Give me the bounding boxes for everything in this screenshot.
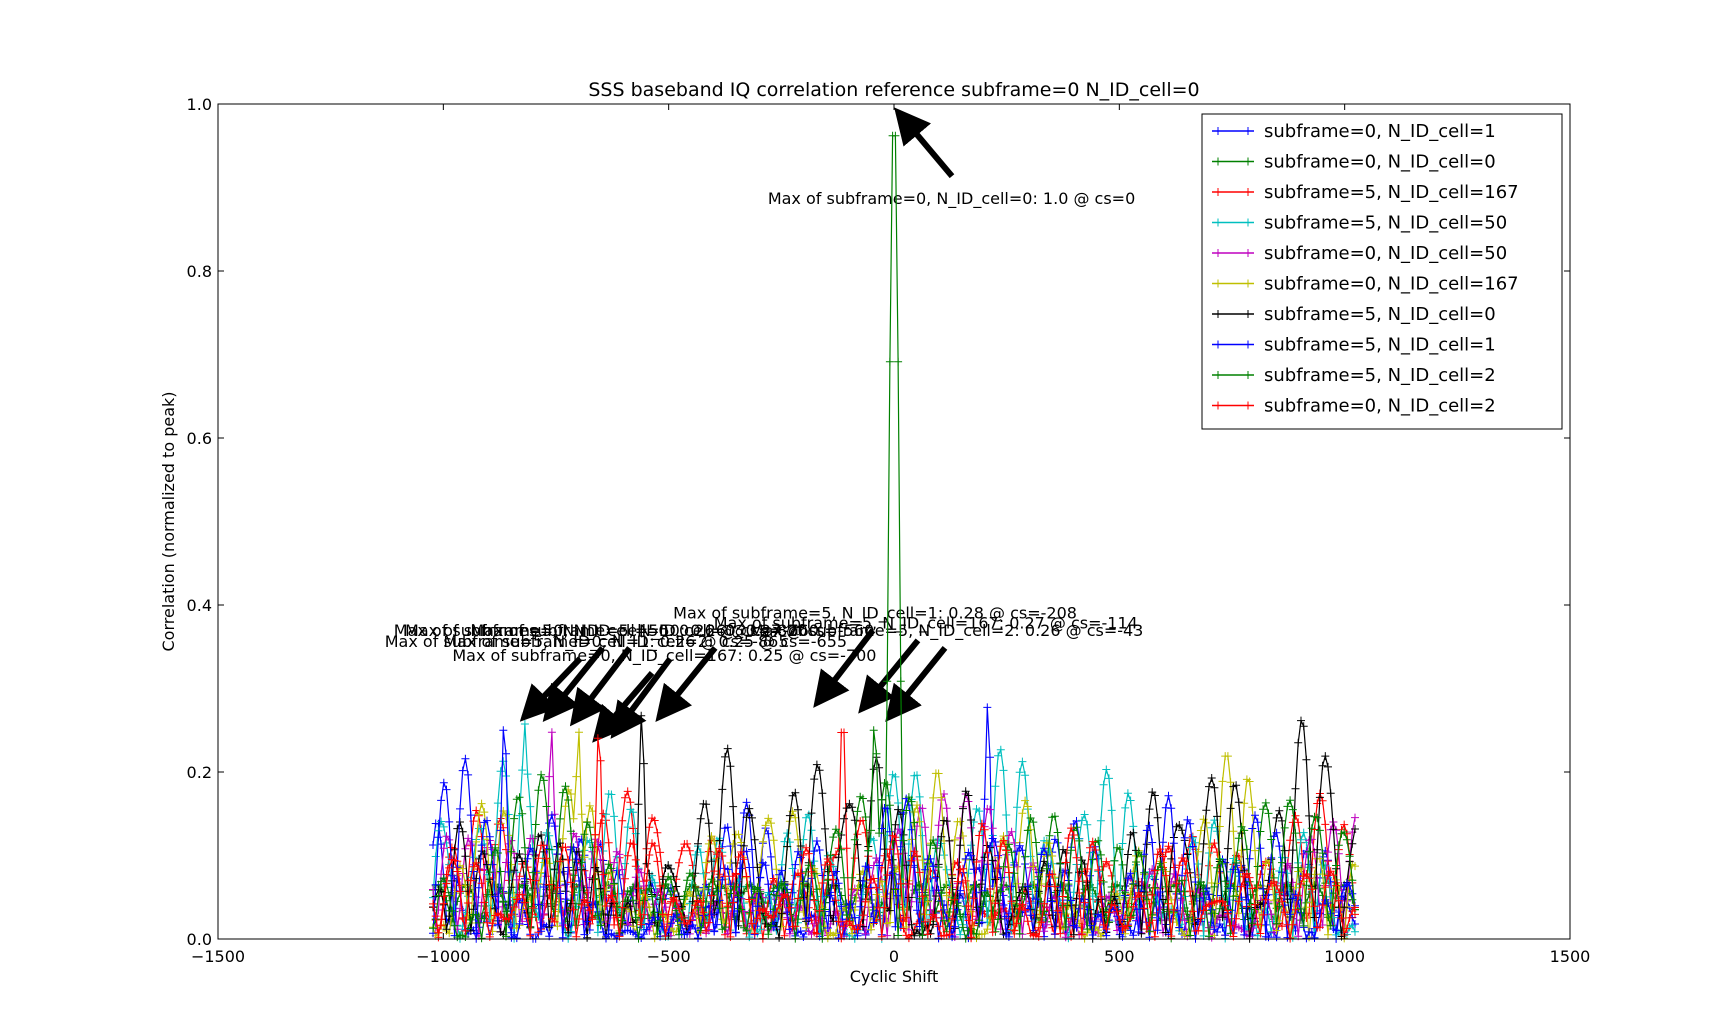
legend-marker xyxy=(1214,249,1252,257)
chart-title: SSS baseband IQ correlation reference su… xyxy=(588,79,1199,101)
legend-label: subframe=0, N_ID_cell=167 xyxy=(1264,274,1519,295)
annotation: Max of subframe=0, N_ID_cell=50: 0.26 @ … xyxy=(405,621,819,727)
x-tick-label: 1000 xyxy=(1324,947,1365,966)
x-tick-label: 1500 xyxy=(1550,947,1591,966)
annotation-label: Max of subframe=5, N_ID_cell=50: 0.26 @ … xyxy=(394,621,808,641)
legend-entry: subframe=0, N_ID_cell=2 xyxy=(1212,396,1496,417)
legend-entry: subframe=0, N_ID_cell=1 xyxy=(1212,121,1496,142)
annotation: Max of subframe=5, N_ID_cell=2: 0.26 @ c… xyxy=(750,621,1144,723)
legend-label: subframe=0, N_ID_cell=1 xyxy=(1264,121,1496,142)
y-tick-label: 0.6 xyxy=(187,429,212,448)
legend-entry: subframe=5, N_ID_cell=1 xyxy=(1212,335,1496,356)
legend-entry: subframe=5, N_ID_cell=167 xyxy=(1212,182,1519,203)
annotation-label: Max of subframe=5, N_ID_cell=1: 0.26 @ c… xyxy=(385,632,789,652)
y-axis-label: Correlation (normalized to peak) xyxy=(159,391,178,651)
y-tick-label: 1.0 xyxy=(187,95,212,114)
legend-marker xyxy=(1214,340,1252,349)
series-markers xyxy=(429,734,1359,943)
annotation: Max of subframe=5, N_ID_cell=167: 0.27 @… xyxy=(714,613,1138,714)
annotation: Max of subframe=0, N_ID_cell=167: 0.25 @… xyxy=(452,646,876,743)
legend-label: subframe=0, N_ID_cell=50 xyxy=(1264,243,1507,264)
legend-marker xyxy=(1214,218,1252,227)
series-layer xyxy=(429,131,1359,943)
legend-marker xyxy=(1214,157,1252,166)
legend-label: subframe=5, N_ID_cell=0 xyxy=(1264,304,1496,325)
legend-marker xyxy=(1214,310,1252,318)
x-tick-label: 500 xyxy=(1104,947,1135,966)
y-tick-label: 0.8 xyxy=(187,262,212,281)
legend-box xyxy=(1201,113,1563,430)
annotation-label: Max of subframe=0, N_ID_cell=50: 0.26 @ … xyxy=(405,621,819,641)
legend-entry: subframe=5, N_ID_cell=2 xyxy=(1212,365,1496,386)
annotation: Max of subframe=5, N_ID_cell=1: 0.28 @ c… xyxy=(673,603,1077,708)
annotation-arrow xyxy=(519,656,583,722)
legend-marker xyxy=(1214,188,1252,196)
legend-marker xyxy=(1214,279,1252,288)
y-tick-label: 0.0 xyxy=(187,930,212,949)
x-tick-label: −500 xyxy=(647,947,691,966)
legend-label: subframe=0, N_ID_cell=2 xyxy=(1264,396,1496,417)
annotation-layer: Max of subframe=0, N_ID_cell=0: 1.0 @ cs… xyxy=(385,107,1144,743)
legend-marker xyxy=(1214,371,1252,379)
legend-entry: subframe=0, N_ID_cell=167 xyxy=(1212,274,1519,295)
legend-entry: subframe=5, N_ID_cell=50 xyxy=(1212,213,1507,234)
y-tick-label: 0.4 xyxy=(187,596,212,615)
legend-label: subframe=5, N_ID_cell=2 xyxy=(1264,365,1496,386)
annotation-label: Max of subframe=5, N_ID_cell=1: 0.28 @ c… xyxy=(673,603,1077,623)
y-axis: 0.0 0.2 0.4 0.6 0.8 1.0 xyxy=(187,95,1570,949)
annotation-arrow xyxy=(885,646,948,723)
annotation-arrow xyxy=(858,638,921,714)
annotation: Max of subframe=5, N_ID_cell=0: 0.27 @ c… xyxy=(470,621,874,723)
x-axis-label: Cyclic Shift xyxy=(850,967,939,986)
annotation-label: Max of subframe=5, N_ID_cell=0: 0.27 @ c… xyxy=(470,621,874,641)
annotation-arrow xyxy=(569,646,632,727)
legend: subframe=0, N_ID_cell=1 subframe=0, N_ID_… xyxy=(1201,113,1563,430)
legend-entry: subframe=5, N_ID_cell=0 xyxy=(1212,304,1496,325)
annotation-arrow xyxy=(813,628,876,708)
legend-entry: subframe=0, N_ID_cell=50 xyxy=(1212,243,1507,264)
annotation: Max of subframe=5, N_ID_cell=1: 0.26 @ c… xyxy=(385,632,789,722)
annotation-arrow xyxy=(655,646,718,723)
annotation-label: Max of subframe=5, N_ID_cell=2: 0.26 @ c… xyxy=(750,621,1144,641)
x-tick-label: −1500 xyxy=(191,947,245,966)
annotation: Max of subframe=0, N_ID_cell=0: 1.0 @ cs… xyxy=(768,107,1135,209)
annotation-label: Max of subframe=0, N_ID_cell=0: 1.0 @ cs… xyxy=(768,189,1135,209)
annotation-label: Max of subframe=5, N_ID_cell=167: 0.27 @… xyxy=(714,613,1138,633)
x-tick-label: −1000 xyxy=(416,947,470,966)
legend-marker xyxy=(1214,127,1252,135)
legend-label: subframe=5, N_ID_cell=1 xyxy=(1264,335,1496,356)
legend-label: subframe=5, N_ID_cell=50 xyxy=(1264,213,1507,234)
x-tick-label: 0 xyxy=(889,947,899,966)
legend-entry: subframe=0, N_ID_cell=0 xyxy=(1212,152,1496,173)
annotation-arrow xyxy=(592,670,655,743)
x-axis: −1500 −1000 −500 0 500 1000 1500 xyxy=(191,104,1590,966)
y-tick-label: 0.2 xyxy=(187,763,212,782)
annotation-arrow xyxy=(894,107,955,179)
annotation-label: Max of subframe=0, N_ID_cell=167: 0.25 @… xyxy=(452,646,876,666)
annotation-label: Max of subframe=0, N_ID_cell=2: 0.25 @ c… xyxy=(443,632,847,652)
legend-label: subframe=0, N_ID_cell=0 xyxy=(1264,152,1496,173)
series-line xyxy=(429,734,1359,943)
legend-marker xyxy=(1214,401,1252,410)
legend-label: subframe=5, N_ID_cell=167 xyxy=(1264,182,1519,203)
